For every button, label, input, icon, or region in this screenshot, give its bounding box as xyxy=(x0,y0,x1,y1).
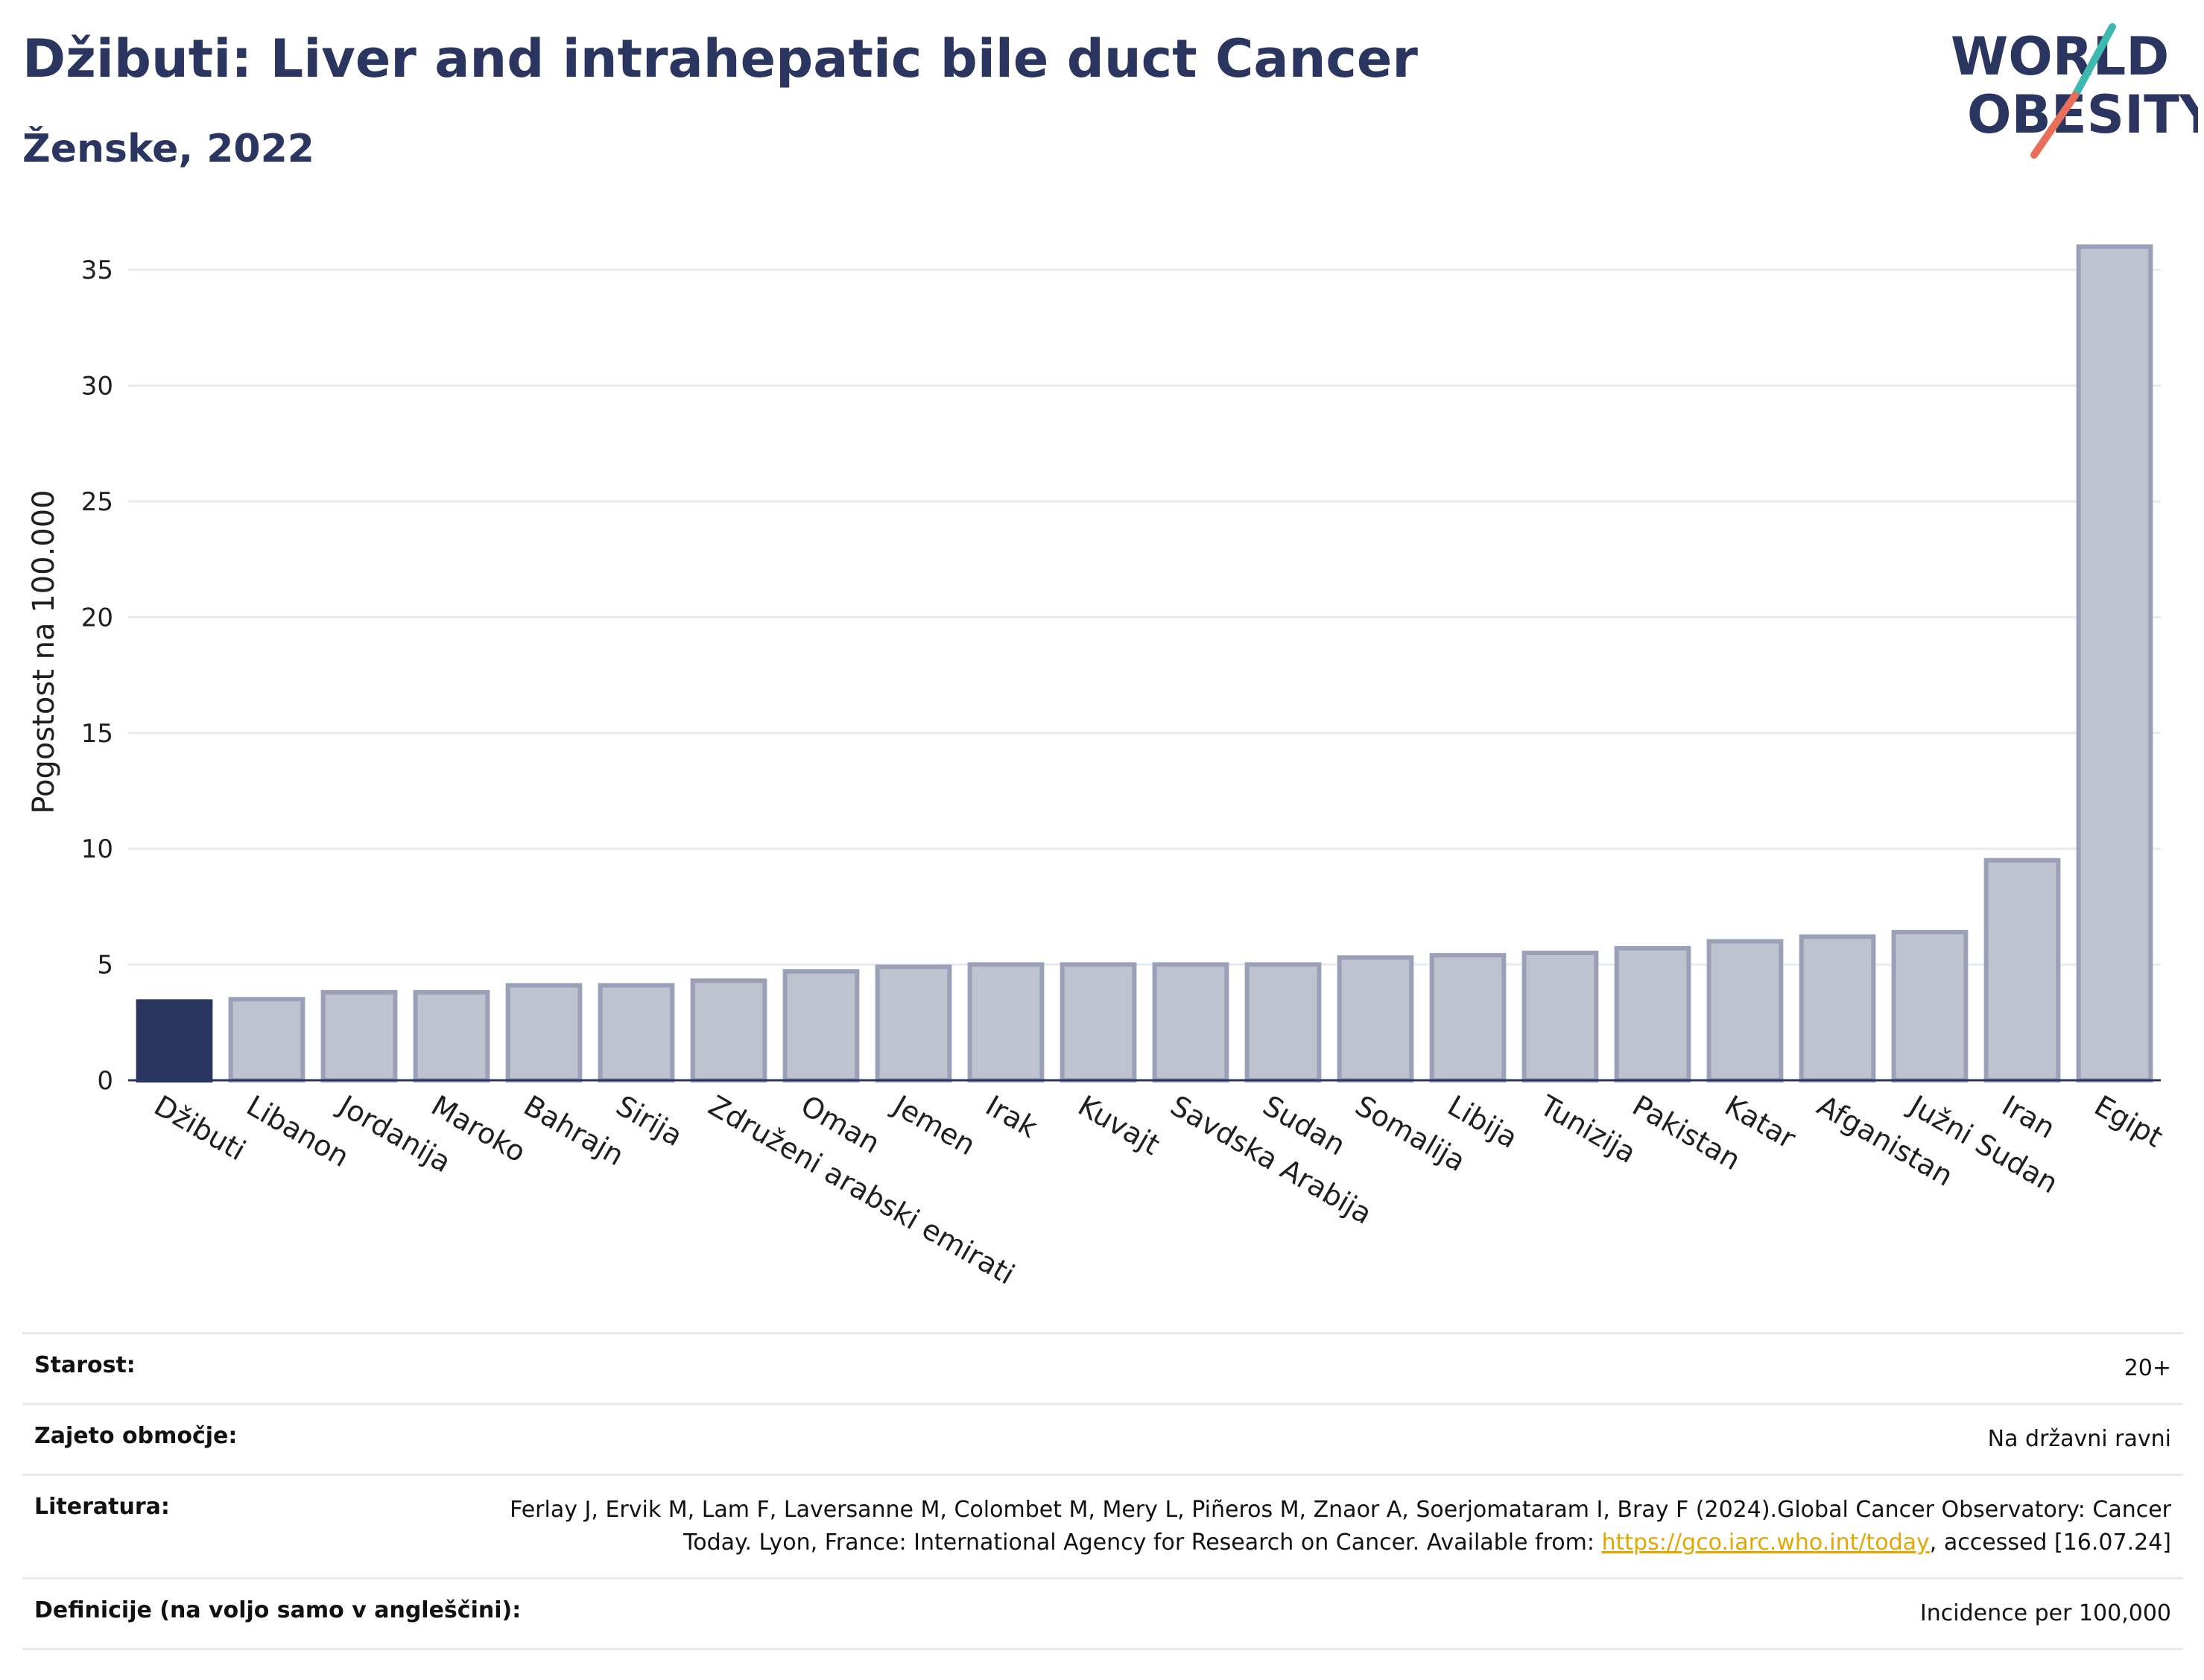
chart-title: Džibuti: Liver and intrahepatic bile duc… xyxy=(22,28,1418,89)
info-value-definitions: Incidence per 100,000 xyxy=(1919,1600,2171,1626)
info-label-references: Literatura: xyxy=(34,1494,170,1520)
bar-chart: 0 5 10 15 20 25 30 35 DžibutiLibanonJordanijaMa… xyxy=(27,244,2169,1291)
y-tick-label: 15 xyxy=(81,719,113,749)
bar xyxy=(875,964,952,1083)
info-label-definitions: Definicije (na voljo samo v angleščini): xyxy=(34,1597,522,1623)
reference-link[interactable]: https://gco.iarc.who.int/today xyxy=(1601,1530,1930,1556)
bar xyxy=(1337,955,1414,1083)
logo-slash-teal xyxy=(2071,23,2116,99)
grid-lines xyxy=(128,268,2161,966)
bar xyxy=(1891,930,1969,1083)
bar xyxy=(1060,962,1137,1083)
bar xyxy=(782,969,860,1083)
bar xyxy=(505,983,583,1083)
x-category-label: Džibuti xyxy=(149,1089,252,1167)
info-table: Starost: 20+ Zajeto območje: Na državni … xyxy=(22,1332,2183,1650)
x-axis-category-labels: DžibutiLibanonJordanijaMarokoBahrajnSiri… xyxy=(149,1088,2169,1291)
x-category-label: Egipt xyxy=(2089,1089,2169,1154)
bar xyxy=(690,978,767,1083)
bar xyxy=(320,989,398,1083)
bar xyxy=(136,999,213,1083)
bars xyxy=(136,244,2153,1083)
info-value-references: Ferlay J, Ervik M, Lam F, Laversanne M, … xyxy=(457,1494,2171,1559)
y-axis-ticks: 0 5 10 15 20 25 30 35 xyxy=(81,256,113,1096)
y-tick-label: 5 xyxy=(97,951,113,980)
chart-subtitle: Ženske, 2022 xyxy=(22,127,314,171)
reference-text: Ferlay J, Ervik M, Lam F, Laversanne M, … xyxy=(510,1497,2171,1556)
info-row-age: Starost: 20+ xyxy=(22,1332,2183,1403)
x-category-label: Irak xyxy=(981,1089,1043,1144)
info-label-coverage: Zajeto območje: xyxy=(34,1423,238,1449)
info-value-age: 20+ xyxy=(2124,1355,2171,1381)
y-tick-label: 20 xyxy=(81,603,113,633)
bar xyxy=(413,989,490,1083)
bar xyxy=(598,983,675,1083)
bar xyxy=(1244,962,1322,1083)
bar xyxy=(1521,951,1599,1083)
info-row-references: Literatura: Ferlay J, Ervik M, Lam F, La… xyxy=(22,1474,2183,1577)
bar xyxy=(1152,962,1229,1083)
x-category-label: Jemen xyxy=(887,1088,981,1162)
logo-text-world: WORLD xyxy=(1951,26,2169,87)
reference-accessed: , accessed [16.07.24] xyxy=(1929,1530,2171,1556)
y-tick-label: 35 xyxy=(81,256,113,285)
world-obesity-logo: WORLD OBESITY xyxy=(1951,23,2198,159)
info-row-definitions: Definicije (na voljo samo v angleščini):… xyxy=(22,1577,2183,1650)
info-value-coverage: Na državni ravni xyxy=(1987,1426,2171,1452)
bar xyxy=(2076,244,2153,1083)
x-category-label: Tunizija xyxy=(1534,1088,1642,1170)
y-tick-label: 10 xyxy=(81,834,113,864)
bar xyxy=(1799,934,1876,1083)
bar xyxy=(1706,939,1784,1083)
y-tick-label: 25 xyxy=(81,487,113,517)
y-tick-label: 30 xyxy=(81,372,113,402)
info-label-age: Starost: xyxy=(34,1352,136,1378)
x-category-label: Libanon xyxy=(241,1089,355,1173)
x-category-label: Iran xyxy=(1997,1089,2061,1145)
bar xyxy=(1429,953,1507,1083)
logo-slash-coral xyxy=(2030,92,2079,159)
bar xyxy=(228,997,305,1083)
x-category-label: Bahrajn xyxy=(519,1089,630,1173)
y-tick-label: 0 xyxy=(97,1066,113,1096)
logo-text-obesity: OBESITY xyxy=(1967,84,2198,145)
info-row-coverage: Zajeto območje: Na državni ravni xyxy=(22,1403,2183,1474)
bar xyxy=(1614,945,1691,1083)
y-axis-title: Pogostost na 100.000 xyxy=(27,489,61,814)
x-category-label: Kuvajt xyxy=(1073,1089,1165,1161)
bar xyxy=(967,962,1045,1083)
bar xyxy=(1983,858,2061,1083)
